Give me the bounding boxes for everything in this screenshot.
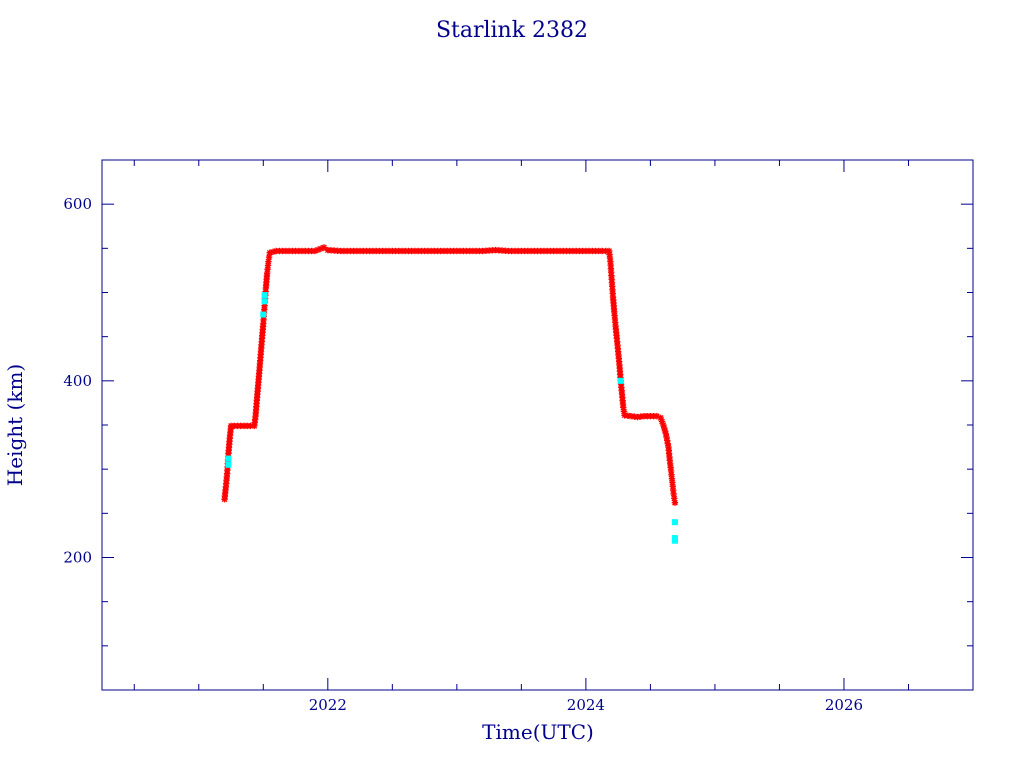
data-point xyxy=(671,495,678,502)
x-tick-label: 2022 xyxy=(309,696,347,714)
y-tick-label: 200 xyxy=(63,549,92,567)
data-point-highlight xyxy=(671,519,678,526)
x-tick-label: 2026 xyxy=(825,696,863,714)
data-point-highlight xyxy=(617,377,624,384)
data-point-highlight xyxy=(671,537,678,544)
y-tick-label: 400 xyxy=(63,372,92,390)
chart-title: Starlink 2382 xyxy=(436,18,588,43)
data-point-highlight xyxy=(225,455,232,462)
tick-labels: 2022 2024 2026 200 400 600 xyxy=(63,195,863,714)
y-tick-label: 600 xyxy=(63,195,92,213)
data-point-highlight xyxy=(225,461,232,468)
y-axis-label: Height (km) xyxy=(3,364,27,486)
data-point-highlight xyxy=(260,311,267,318)
x-tick-label: 2024 xyxy=(567,696,605,714)
axis-ticks xyxy=(102,160,974,690)
data-point xyxy=(667,467,675,475)
x-axis-label: Time(UTC) xyxy=(482,720,594,744)
data-point-highlight xyxy=(261,292,268,299)
data-series xyxy=(221,244,679,544)
data-point-highlight xyxy=(261,298,268,305)
data-point xyxy=(671,499,679,506)
